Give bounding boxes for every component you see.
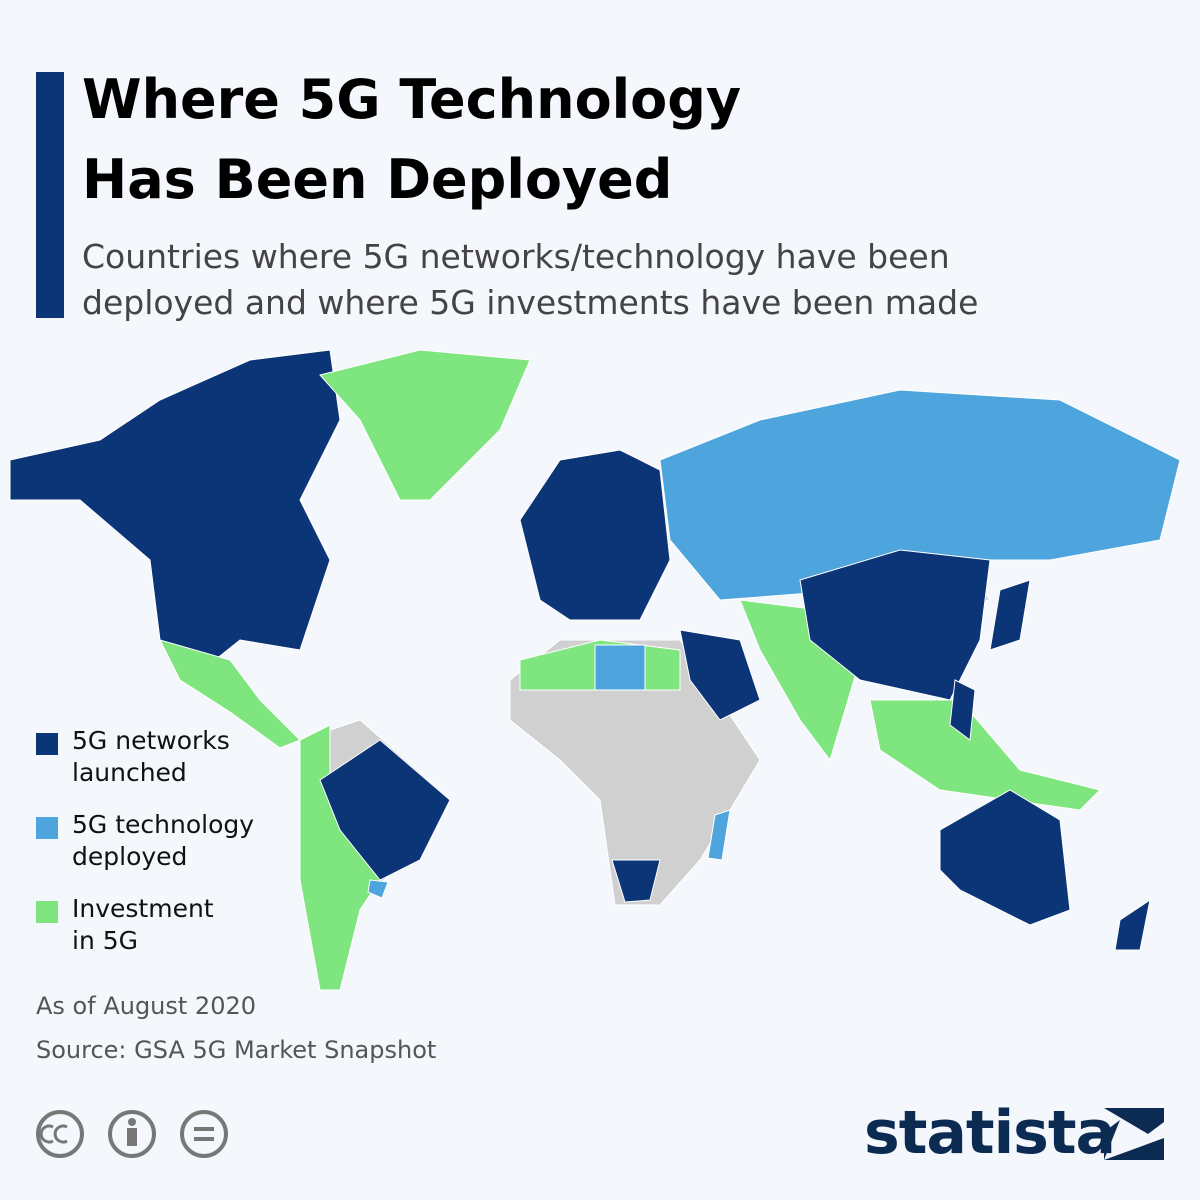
greenland — [319, 349, 531, 501]
world-map — [9, 349, 1181, 991]
legend-label: 5G technology deployed — [72, 810, 255, 871]
legend-swatch — [36, 901, 58, 923]
north-america — [9, 349, 341, 681]
japan — [989, 579, 1031, 651]
australia — [939, 789, 1071, 926]
title-line: Where 5G Technology — [82, 68, 742, 131]
south-america — [299, 724, 381, 991]
south-africa — [611, 859, 661, 903]
legend-swatch — [36, 733, 58, 755]
license-icons — [36, 1110, 228, 1158]
brand-logo — [1104, 1108, 1164, 1160]
madagascar — [707, 809, 731, 861]
southeast-asia — [869, 699, 1101, 811]
brazil — [319, 739, 451, 881]
philippines — [949, 679, 976, 741]
subtitle-line: Countries where 5G networks/technology h… — [82, 237, 950, 276]
central-america — [159, 639, 301, 749]
title-line: Has Been Deployed — [82, 148, 673, 211]
uruguay — [367, 879, 389, 899]
legend-label: Investment in 5G — [72, 894, 214, 955]
accent-bar — [36, 72, 64, 318]
africa — [509, 639, 761, 906]
new-zealand — [1114, 898, 1151, 951]
legend-label: 5G networks launched — [72, 726, 230, 787]
source-note: Source: GSA 5G Market Snapshot — [36, 1036, 437, 1064]
date-note: As of August 2020 — [36, 992, 257, 1020]
russia — [659, 389, 1181, 601]
brand: statista — [864, 1098, 1116, 1168]
subtitle-line: deployed and where 5G investments have b… — [82, 283, 979, 322]
europe — [519, 449, 671, 621]
china — [799, 549, 991, 701]
saudi-arabia — [679, 629, 761, 721]
libya — [594, 644, 646, 691]
legend-swatch — [36, 817, 58, 839]
